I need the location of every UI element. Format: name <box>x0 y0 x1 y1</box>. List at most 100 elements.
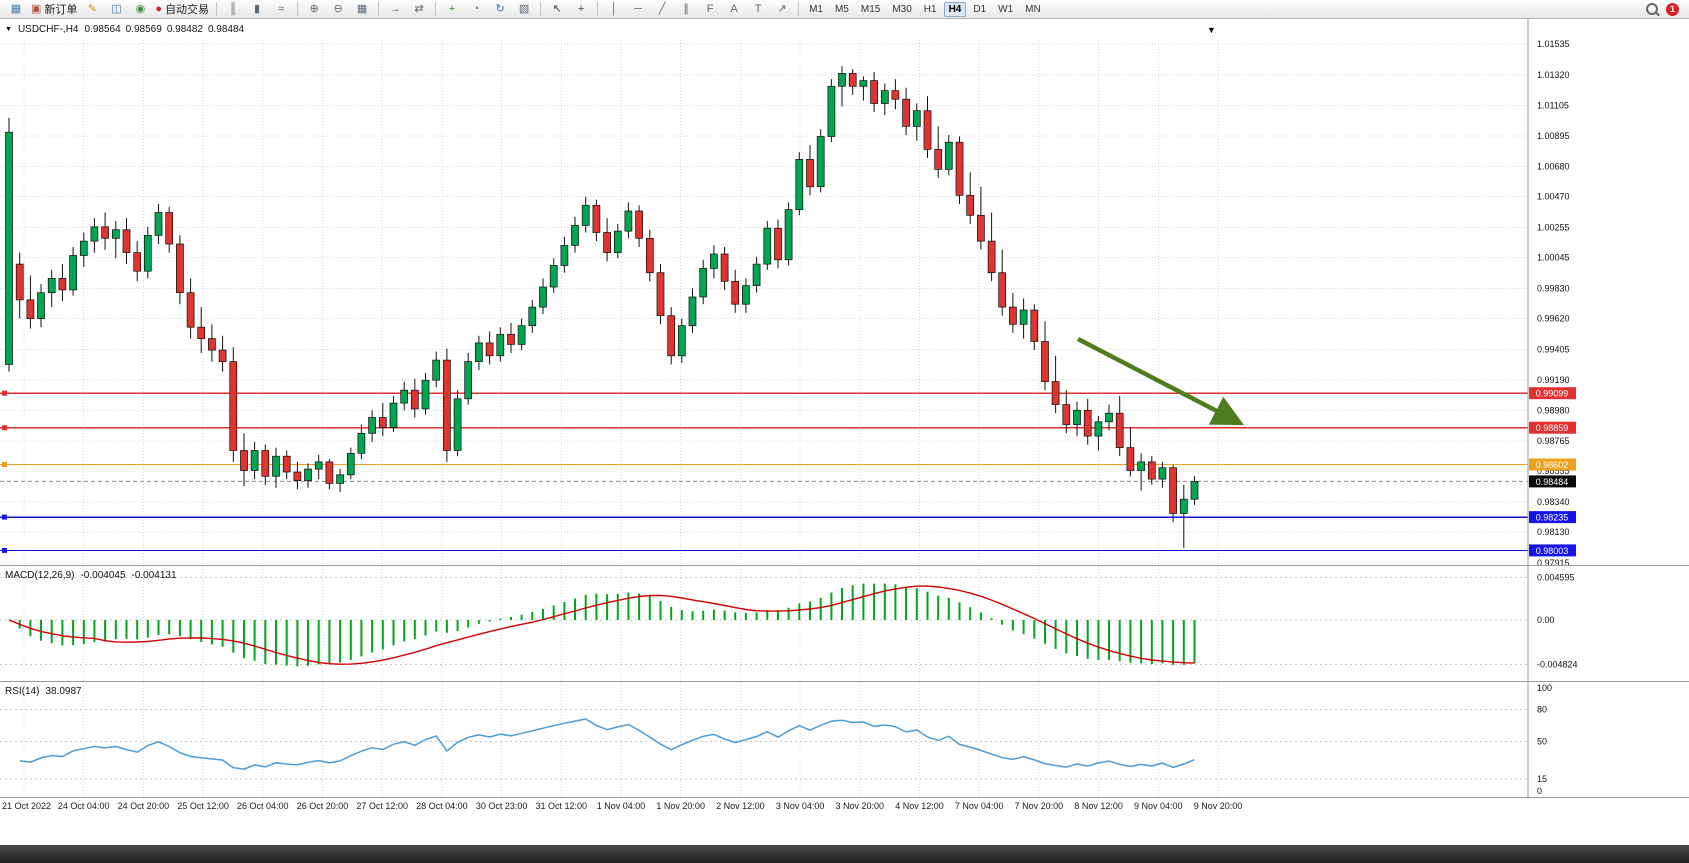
time-axis-label: 28 Oct 04:00 <box>416 801 468 811</box>
add-indicator-button[interactable]: + <box>440 0 464 19</box>
text-button[interactable]: A <box>722 0 746 19</box>
profiles-icon: ◫ <box>111 2 122 15</box>
main-chart-plot[interactable]: 1.01535 1.01320 1.01105 1.00895 1.00680 1.004… <box>0 19 1689 565</box>
candlestick-chart-button[interactable]: ▮ <box>245 0 269 19</box>
search-icon[interactable] <box>1646 3 1658 15</box>
fibonacci-button[interactable]: F <box>698 0 722 19</box>
timeframe-mn-button[interactable]: MN <box>1025 3 1041 15</box>
channel-button[interactable]: ∥ <box>674 0 698 19</box>
channel-icon: ∥ <box>683 2 689 15</box>
svg-text:1.01320: 1.01320 <box>1537 70 1570 80</box>
line-chart-button[interactable]: ≈ <box>269 0 293 19</box>
vertical-line-button[interactable]: │ <box>602 0 626 19</box>
grid: 1.01535 1.01320 1.01105 1.00895 1.00680 1.004… <box>0 37 1570 565</box>
tile-windows-button[interactable]: ▦ <box>350 0 374 19</box>
periods-icon: ◔ <box>472 2 480 15</box>
autotrading-button-label: 自动交易 <box>165 4 210 16</box>
svg-text:0.98859: 0.98859 <box>1536 423 1569 433</box>
trendline-button[interactable]: ╱ <box>650 0 674 19</box>
rsi-panel[interactable]: 100 80 50 15 0 <box>0 682 1689 797</box>
time-axis-label: 27 Oct 12:00 <box>356 801 408 811</box>
trend-arrow <box>1076 337 1244 426</box>
chart-corner-marker-icon[interactable]: ▼ <box>1207 25 1216 35</box>
horizontal-line-icon: ─ <box>634 2 642 15</box>
svg-text:0.99620: 0.99620 <box>1537 314 1570 324</box>
auto-scroll-button[interactable]: → <box>383 0 407 19</box>
panel-divider[interactable] <box>0 681 1689 682</box>
low-value: 0.98482 <box>166 24 203 35</box>
panel-divider[interactable] <box>0 565 1689 566</box>
time-axis-label: 9 Nov 20:00 <box>1193 801 1243 811</box>
timeframe-d1-button[interactable]: D1 <box>973 3 987 15</box>
toolbar-separator <box>378 2 380 16</box>
text-icon: A <box>730 2 738 15</box>
macd-signal-line <box>8 585 1195 665</box>
time-axis-label: 26 Oct 04:00 <box>237 801 289 811</box>
time-axis: 21 Oct 2022 24 Oct 04:00 24 Oct 20:00 25 Oc… <box>0 798 1689 816</box>
time-axis-label: 24 Oct 20:00 <box>117 801 170 811</box>
timeframe-m1-button[interactable]: M1 <box>809 3 823 15</box>
svg-text:1.01105: 1.01105 <box>1537 101 1569 111</box>
data-window-button[interactable]: ◉ <box>128 0 152 19</box>
profiles-button[interactable]: ◫ <box>104 0 128 19</box>
timeframe-h4-button[interactable]: H4 <box>943 1 967 17</box>
notification-badge[interactable]: 1 <box>1666 2 1679 16</box>
svg-text:1.00255: 1.00255 <box>1537 223 1570 233</box>
svg-text:1.01535: 1.01535 <box>1537 39 1570 49</box>
grid: 100 80 50 15 0 <box>0 682 1552 797</box>
candles <box>5 66 1199 548</box>
macd-label: MACD(12,26,9) -0.004045 -0.004131 <box>5 570 177 581</box>
svg-text:0.98602: 0.98602 <box>1536 460 1569 470</box>
autotrading-button[interactable]: ● 自动交易 <box>152 0 212 19</box>
templates-button[interactable]: ▧ <box>512 0 536 19</box>
time-axis-label: 25 Oct 12:00 <box>177 801 229 811</box>
time-axis-label: 3 Nov 04:00 <box>775 801 825 811</box>
timeframe-h1-button[interactable]: H1 <box>923 3 937 15</box>
macd-name: MACD(12,26,9) <box>5 570 75 581</box>
timeframe-m30-button[interactable]: M30 <box>892 3 912 15</box>
time-axis-label: 1 Nov 20:00 <box>656 801 705 811</box>
new-order-button[interactable]: ▣ 新订单 <box>28 0 80 19</box>
timeframe-m15-button[interactable]: M15 <box>860 3 881 15</box>
zoom-in-button[interactable]: ⊕ <box>302 0 326 19</box>
new-chart-button[interactable]: ▦ <box>4 0 28 19</box>
zoom-out-button[interactable]: ⊖ <box>326 0 350 19</box>
toolbar-separator <box>540 2 542 16</box>
macd-panel[interactable]: 0.004595 0.00 -0.004824 <box>0 566 1689 681</box>
svg-text:0.97915: 0.97915 <box>1537 558 1570 565</box>
chart-shift-button[interactable]: ⇄ <box>407 0 431 19</box>
metaeditor-button[interactable]: ✎ <box>80 0 104 19</box>
timeframe-m5-button[interactable]: M5 <box>834 3 849 15</box>
close-value: 0.98484 <box>207 24 245 35</box>
svg-text:0.98003: 0.98003 <box>1536 546 1569 556</box>
chart-title: ▼ USDCHF-,H4 0.98564 0.98569 0.98482 0.9… <box>5 24 244 35</box>
text-label-button[interactable]: T <box>746 0 770 19</box>
autotrading-icon: ● <box>155 2 163 15</box>
collapse-triangle-icon[interactable]: ▼ <box>5 26 12 33</box>
cursor-button[interactable]: ↖ <box>545 0 569 19</box>
horizontal-line-button[interactable]: ─ <box>626 0 650 19</box>
symbol-period-label: USDCHF-,H4 <box>17 24 79 35</box>
data-window-icon: ◉ <box>135 2 146 15</box>
rsi-value: 38.0987 <box>45 686 82 697</box>
new-order-button-label: 新订单 <box>44 4 78 16</box>
svg-text:0.98484: 0.98484 <box>1536 477 1569 487</box>
macd-histogram <box>18 583 1196 667</box>
time-axis-label: 2 Nov 12:00 <box>716 801 765 811</box>
arrows-icon: ↗ <box>777 2 787 15</box>
periods-button[interactable]: ◔ <box>464 0 488 19</box>
crosshair-icon: + <box>577 2 585 15</box>
arrows-button[interactable]: ↗ <box>770 0 794 19</box>
bar-chart-button[interactable]: ║ <box>221 0 245 19</box>
svg-text:0.98340: 0.98340 <box>1537 497 1570 507</box>
macd-signal-value: -0.004131 <box>131 570 177 581</box>
ohlc-values: 0.98564 0.98569 0.98482 0.98484 <box>85 24 245 35</box>
refresh-button[interactable]: ↻ <box>488 0 512 19</box>
toolbar-buttons: ▦ ▣ 新订单 ✎ ◫ ◉ ● 自动交易 ║ ▮ ≈ ⊕ ⊖ ▦ → ⇄ + ◔ ↻ ▧ ↖ + │ ─ ╱ ∥ F A T ↗ <box>4 0 794 19</box>
crosshair-button[interactable]: + <box>569 0 593 19</box>
svg-text:0.98235: 0.98235 <box>1536 513 1569 523</box>
timeframe-w1-button[interactable]: W1 <box>998 3 1014 15</box>
svg-text:50: 50 <box>1537 737 1547 747</box>
fibonacci-icon: F <box>706 2 714 15</box>
refresh-icon: ↻ <box>495 2 505 15</box>
